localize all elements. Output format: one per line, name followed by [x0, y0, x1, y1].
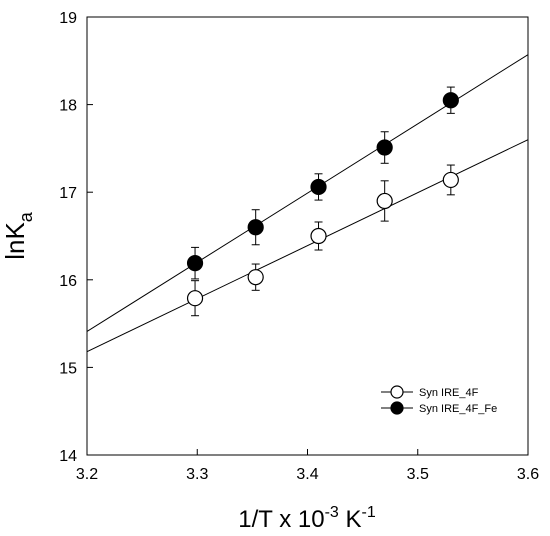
data-point-series-1	[442, 171, 459, 189]
y-tick-label: 17	[59, 185, 77, 202]
y-tick-label: 19	[59, 10, 77, 27]
y-tick-label: 18	[59, 98, 77, 115]
data-point-series-1	[376, 192, 393, 210]
data-point-series-2	[376, 139, 393, 156]
data-markers	[186, 92, 459, 307]
y-tick-label: 14	[59, 448, 77, 465]
legend-marker-1	[390, 385, 404, 399]
x-axis-ticks: 3.2 3.3 3.4 3.5 3.6	[76, 449, 539, 483]
y-tick-label: 15	[59, 360, 77, 377]
fit-lines	[87, 54, 528, 353]
data-point-series-1	[247, 269, 264, 286]
legend: Syn IRE_4F Syn IRE_4F_Fe	[381, 385, 497, 415]
x-tick-label: 3.5	[407, 466, 429, 483]
data-point-series-2	[442, 92, 459, 109]
x-axis-title-exponent: -3	[325, 504, 339, 521]
fit-line-series-2	[87, 54, 528, 332]
y-axis-title-subscript: a	[16, 211, 36, 222]
x-axis-title: 1/T x 10-3 K-1	[238, 504, 376, 533]
legend-label-1: Syn IRE_4F	[419, 387, 479, 399]
y-axis-title: lnKa	[0, 211, 36, 260]
y-axis-ticks: 14 15 16 17 18 19	[59, 10, 93, 465]
error-bars	[191, 86, 455, 317]
legend-label-2: Syn IRE_4F_Fe	[419, 403, 497, 415]
x-tick-label: 3.3	[186, 466, 208, 483]
fit-line-series-1	[87, 139, 528, 353]
data-point-series-2	[310, 178, 327, 196]
data-point-series-1	[186, 290, 204, 307]
data-point-series-2	[247, 219, 264, 236]
data-point-series-2	[186, 255, 204, 272]
y-tick-label: 16	[59, 273, 77, 290]
data-point-series-1	[310, 227, 327, 245]
legend-marker-2	[390, 401, 404, 415]
x-tick-label: 3.2	[76, 466, 98, 483]
x-tick-label: 3.6	[517, 466, 539, 483]
x-tick-label: 3.4	[296, 466, 318, 483]
x-axis-title-unit-exponent: -1	[361, 504, 375, 521]
